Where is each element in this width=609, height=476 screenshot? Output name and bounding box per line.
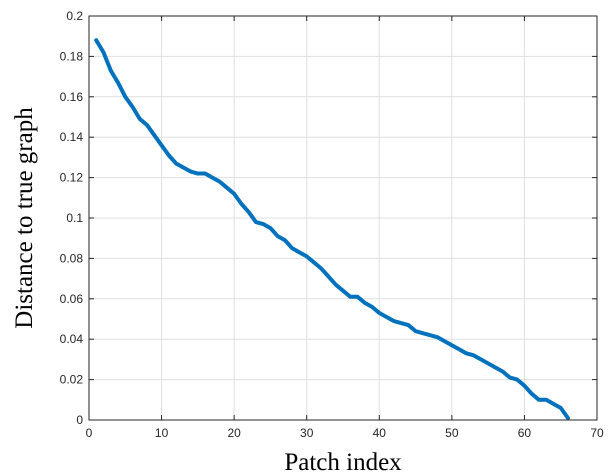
y-tick-label: 0.1	[66, 211, 83, 225]
y-tick-label: 0.02	[60, 373, 84, 387]
x-tick-label: 10	[155, 426, 169, 440]
y-tick-label: 0	[76, 413, 83, 427]
x-tick-label: 50	[445, 426, 459, 440]
series-line-0	[94, 38, 570, 420]
y-tick-label: 0.08	[60, 251, 84, 265]
y-tick-label: 0.04	[60, 332, 84, 346]
y-tick-label: 0.18	[60, 49, 84, 63]
tick-labels: 0 10 20 30 40 50 60 70 0 0.02 0.04 0.06 0.08 0.1 0.12 0…	[60, 9, 604, 440]
y-tick-label: 0.2	[66, 9, 83, 23]
ticks	[88, 15, 598, 421]
y-tick-label: 0.12	[60, 171, 84, 185]
y-tick-label: 0.14	[60, 130, 84, 144]
x-tick-label: 40	[373, 426, 387, 440]
x-tick-label: 0	[86, 426, 93, 440]
grid	[89, 16, 597, 420]
y-axis-title: Distance to true graph	[11, 107, 38, 329]
y-tick-label: 0.16	[60, 90, 84, 104]
x-axis-title: Patch index	[284, 449, 402, 476]
y-tick-label: 0.06	[60, 292, 84, 306]
x-tick-label: 60	[518, 426, 532, 440]
x-tick-label: 20	[227, 426, 241, 440]
x-tick-label: 30	[300, 426, 314, 440]
series-layer	[94, 38, 570, 420]
x-tick-label: 70	[590, 426, 604, 440]
